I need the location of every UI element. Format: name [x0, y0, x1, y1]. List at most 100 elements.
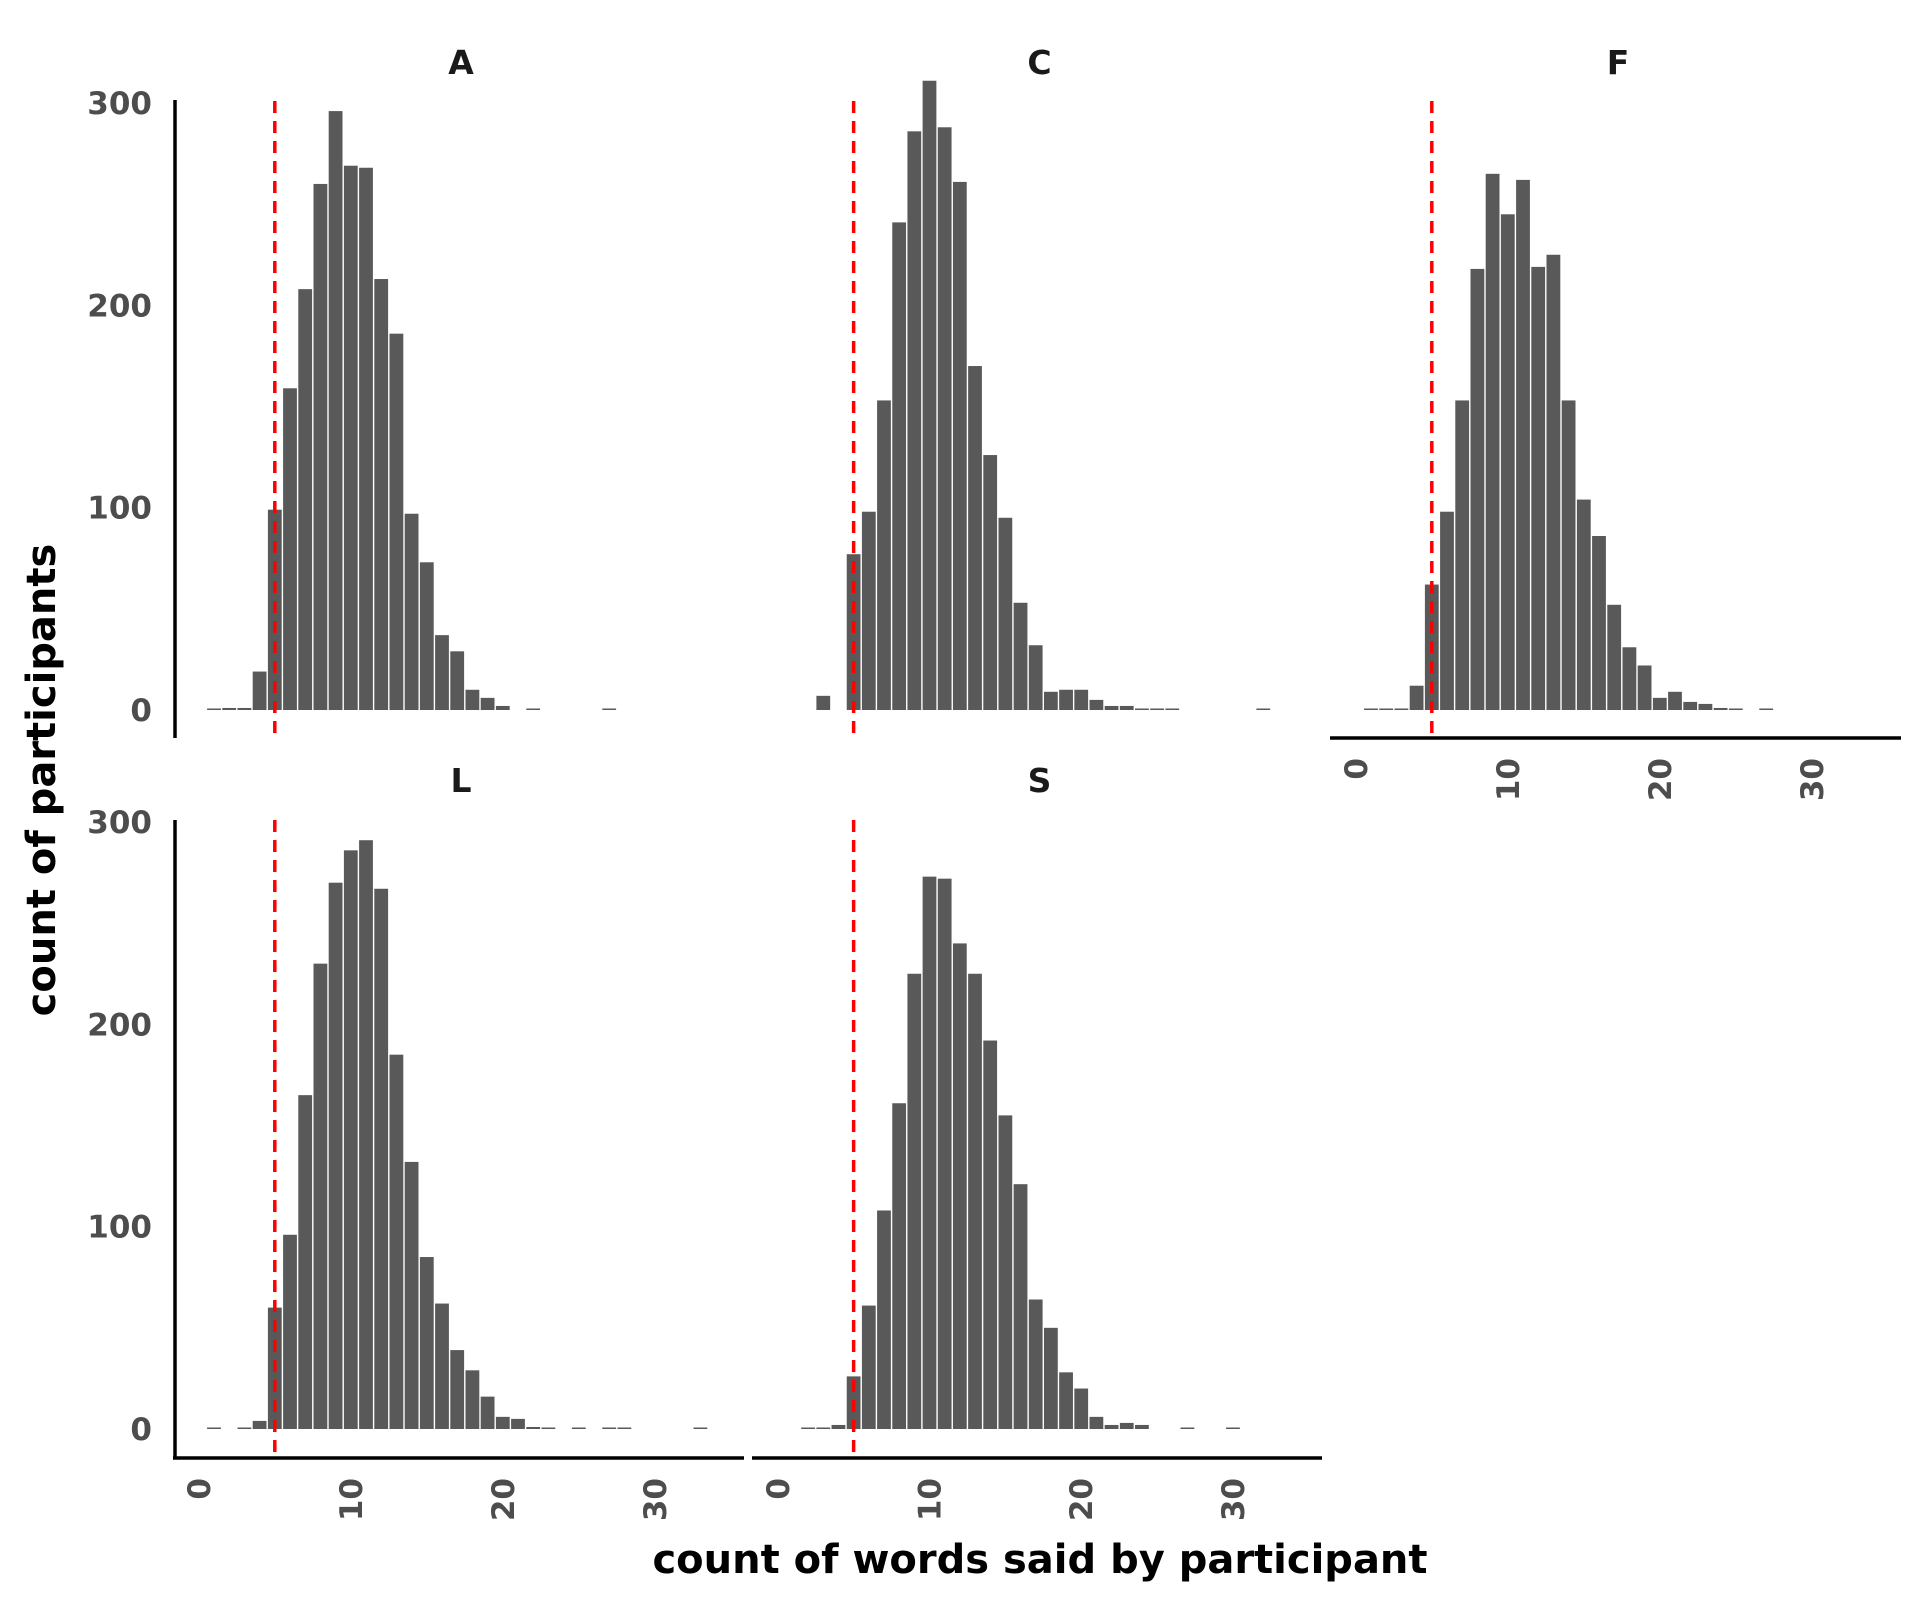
histogram-bar [1576, 499, 1591, 710]
histogram-bar [343, 850, 358, 1429]
x-tick-label: 30 [638, 1478, 674, 1521]
histogram-bar [816, 695, 831, 710]
histogram-bar [1698, 703, 1713, 710]
histogram-bar [1028, 645, 1043, 710]
histogram-bar [1500, 214, 1515, 711]
histogram-bar [861, 511, 876, 710]
panel-strip-label: L [450, 761, 471, 800]
histogram-bar [359, 167, 373, 710]
histogram-bar [1561, 400, 1576, 710]
histogram-bar [419, 562, 434, 710]
y-tick-label: 200 [87, 1007, 152, 1043]
histogram-bar [892, 1103, 907, 1429]
histogram-bar [1683, 701, 1698, 710]
histogram-bar [1165, 708, 1180, 710]
histogram-bar [1364, 708, 1378, 710]
histogram-bar [1409, 685, 1424, 710]
histogram-bar [495, 1416, 510, 1429]
x-tick-label: 10 [1491, 758, 1527, 801]
histogram-bar [313, 183, 328, 710]
histogram-bar [1135, 1424, 1149, 1429]
histogram-bar [816, 1427, 831, 1429]
histogram-bar [328, 882, 343, 1429]
histogram-bar [1028, 1299, 1043, 1429]
x-tick-label: 20 [1064, 1478, 1100, 1521]
histogram-bar [419, 1257, 434, 1429]
panel-A: A 0 100 200 300 [87, 43, 617, 740]
histogram-bar [222, 707, 237, 710]
histogram-bar [237, 1427, 252, 1429]
y-axis-label: count of participants [19, 544, 65, 1017]
histogram-bar [801, 1427, 815, 1429]
histogram-bar [1637, 665, 1652, 710]
histogram-bar [389, 333, 404, 710]
histogram-bar [1379, 708, 1394, 710]
histogram-bar [374, 279, 389, 710]
histogram-bar [937, 878, 952, 1429]
histogram-bar [495, 705, 510, 710]
histogram-bar [465, 1370, 480, 1429]
panel-S: S 0 10 20 30 [752, 761, 1322, 1521]
histogram-bar [404, 1161, 419, 1429]
histogram-bar [1013, 602, 1028, 710]
x-tick-label: 10 [334, 1478, 370, 1521]
histogram-bar [1043, 1327, 1058, 1429]
histogram-bar [602, 708, 617, 710]
y-tick-label: 100 [87, 491, 152, 527]
histogram-bar [952, 181, 967, 710]
x-tick-label: 0 [182, 1478, 218, 1500]
histogram-bar [313, 963, 328, 1429]
histogram-bar [435, 1303, 449, 1429]
histogram-bar [1180, 1427, 1195, 1429]
histogram-bar [1713, 707, 1728, 710]
x-tick-label: 30 [1216, 1478, 1252, 1521]
panel-L: L 0 100 200 300 0 10 20 30 [87, 761, 744, 1521]
histogram-bar [877, 1210, 891, 1429]
histogram-bar [1592, 535, 1606, 710]
histogram-bar [831, 1424, 846, 1429]
histogram-bar [1089, 1416, 1104, 1429]
histogram-bar [1074, 1388, 1089, 1429]
histogram-bar [693, 1427, 708, 1429]
histogram-bar [1668, 691, 1682, 710]
histogram-bar [1150, 708, 1164, 710]
histogram-bar [1119, 705, 1134, 710]
histogram-bar [571, 1427, 586, 1429]
histogram-bar [480, 697, 495, 710]
histogram-bar [998, 1115, 1013, 1429]
histogram-bar [511, 1418, 525, 1429]
x-axis-label: count of words said by participant [652, 1537, 1427, 1583]
histogram-bar [328, 111, 343, 711]
histogram-bar [1759, 708, 1774, 710]
histogram-bar [359, 840, 373, 1429]
x-tick-label: 10 [912, 1478, 948, 1521]
histogram-bar [892, 222, 907, 711]
histogram-bar [1470, 268, 1485, 710]
y-tick-label: 100 [87, 1210, 152, 1246]
histogram-bar [526, 708, 541, 710]
y-tick-label: 0 [130, 1412, 152, 1448]
histogram-bar [1074, 689, 1089, 710]
histogram-bar [983, 1040, 998, 1429]
panel-strip-label: C [1027, 43, 1051, 82]
histogram-bar [389, 1054, 404, 1429]
histogram-bar [1485, 173, 1500, 711]
histogram-bar [937, 127, 952, 710]
histogram-bar [450, 651, 465, 710]
histogram-bar [283, 1234, 297, 1429]
histogram-bar [617, 1427, 632, 1429]
histogram-bar [207, 708, 221, 710]
y-tick-label: 300 [87, 86, 152, 122]
x-tick-label: 30 [1795, 758, 1831, 801]
histogram-bar [968, 973, 982, 1429]
histogram-bar [983, 455, 998, 710]
histogram-bar [907, 131, 922, 710]
x-tick-label: 20 [1643, 758, 1679, 801]
histogram-bar [922, 876, 937, 1429]
histogram-bar [968, 366, 982, 710]
histogram-bar [404, 513, 419, 710]
y-tick-label: 0 [130, 693, 152, 729]
histogram-bar [237, 707, 252, 710]
histogram-bar [1607, 604, 1622, 710]
